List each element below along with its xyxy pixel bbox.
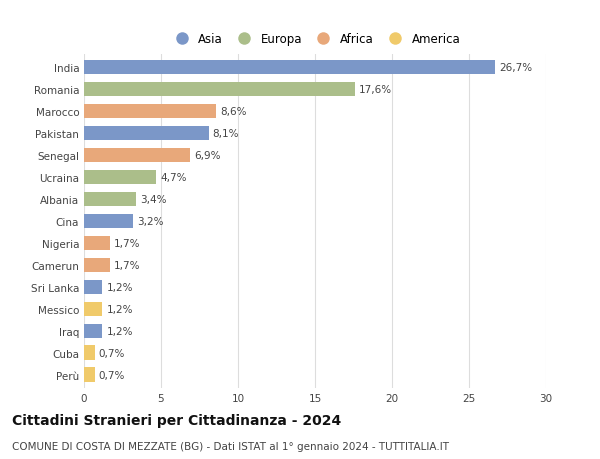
Bar bbox=[84, 302, 103, 316]
Text: 4,7%: 4,7% bbox=[160, 173, 187, 183]
Text: 0,7%: 0,7% bbox=[98, 370, 125, 380]
Text: 8,1%: 8,1% bbox=[212, 129, 239, 139]
Legend: Asia, Europa, Africa, America: Asia, Europa, Africa, America bbox=[167, 31, 463, 49]
Text: 1,2%: 1,2% bbox=[106, 326, 133, 336]
Bar bbox=[84, 192, 136, 207]
Text: 3,4%: 3,4% bbox=[140, 195, 167, 205]
Text: 3,2%: 3,2% bbox=[137, 217, 164, 226]
Bar bbox=[84, 61, 495, 75]
Text: 1,7%: 1,7% bbox=[114, 260, 140, 270]
Bar bbox=[84, 346, 95, 360]
Bar bbox=[84, 83, 355, 97]
Text: 0,7%: 0,7% bbox=[98, 348, 125, 358]
Text: 26,7%: 26,7% bbox=[499, 63, 532, 73]
Text: 6,9%: 6,9% bbox=[194, 151, 221, 161]
Text: COMUNE DI COSTA DI MEZZATE (BG) - Dati ISTAT al 1° gennaio 2024 - TUTTITALIA.IT: COMUNE DI COSTA DI MEZZATE (BG) - Dati I… bbox=[12, 441, 449, 451]
Bar bbox=[84, 258, 110, 272]
Bar bbox=[84, 280, 103, 294]
Bar bbox=[84, 368, 95, 382]
Text: 1,7%: 1,7% bbox=[114, 238, 140, 248]
Bar bbox=[84, 105, 217, 119]
Bar bbox=[84, 149, 190, 163]
Text: 17,6%: 17,6% bbox=[359, 85, 392, 95]
Text: Cittadini Stranieri per Cittadinanza - 2024: Cittadini Stranieri per Cittadinanza - 2… bbox=[12, 413, 341, 427]
Bar bbox=[84, 127, 209, 141]
Bar bbox=[84, 324, 103, 338]
Bar bbox=[84, 171, 157, 185]
Text: 1,2%: 1,2% bbox=[106, 304, 133, 314]
Bar bbox=[84, 214, 133, 229]
Text: 1,2%: 1,2% bbox=[106, 282, 133, 292]
Text: 8,6%: 8,6% bbox=[220, 107, 247, 117]
Bar bbox=[84, 236, 110, 251]
